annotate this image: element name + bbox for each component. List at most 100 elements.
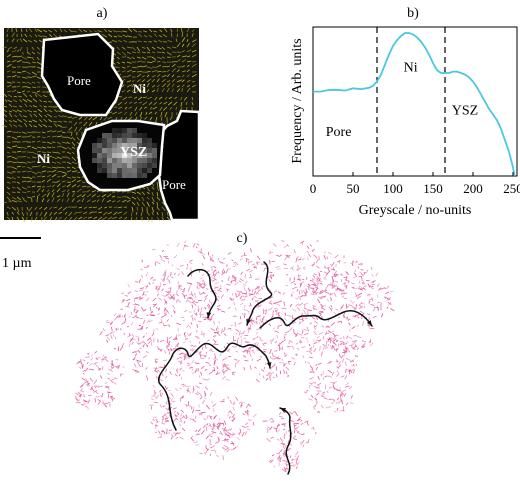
flux-vector: [16, 186, 21, 191]
flux-vector: [301, 320, 305, 322]
flux-vector: [41, 131, 46, 134]
flux-vector: [205, 361, 210, 364]
flux-vector: [191, 304, 194, 309]
flux-vector: [232, 261, 237, 266]
flux-vector: [162, 106, 168, 111]
flux-vector: [201, 253, 206, 257]
flux-vector: [372, 280, 375, 284]
flux-vector: [201, 273, 205, 277]
flux-vector: [51, 189, 55, 193]
ysz-pixel: [147, 148, 152, 153]
flux-vector: [253, 290, 257, 296]
flux-vector: [190, 322, 193, 325]
flux-vector: [184, 309, 188, 313]
flux-vector: [31, 51, 36, 55]
flux-vector: [81, 194, 86, 198]
ysz-pixel: [142, 148, 147, 153]
flux-vector: [66, 188, 70, 193]
flux-vector: [318, 331, 323, 335]
flux-vector: [156, 51, 162, 53]
flux-vector: [166, 82, 171, 88]
flux-vector: [314, 397, 317, 401]
flux-vector: [182, 383, 185, 386]
flux-vector: [156, 87, 159, 93]
flux-vector: [249, 353, 252, 358]
flux-vector: [206, 434, 211, 439]
flux-vector: [296, 455, 300, 460]
flux-vector: [369, 342, 374, 347]
flux-vector: [152, 106, 158, 110]
flux-vector: [109, 331, 113, 335]
flux-vector: [231, 441, 235, 446]
flux-vector: [79, 366, 81, 369]
flux-vector: [263, 366, 266, 370]
flux-vector: [146, 74, 150, 78]
flux-vector: [56, 171, 63, 173]
flux-vector: [344, 279, 350, 282]
flux-vector: [332, 341, 335, 345]
ysz-pixel: [122, 143, 127, 148]
micrograph-label-ni: Ni: [133, 81, 146, 96]
flux-vector: [297, 295, 302, 301]
flux-vector: [122, 366, 125, 368]
flux-vector: [218, 432, 222, 435]
flux-vector: [135, 211, 138, 216]
flux-vector: [327, 298, 329, 302]
flux-vector: [61, 185, 66, 188]
flux-vector: [139, 296, 142, 299]
flux-vector: [36, 155, 41, 158]
flux-vector: [362, 340, 367, 343]
flux-vector: [250, 248, 252, 253]
flux-vector: [204, 355, 207, 358]
flux-vector: [319, 291, 324, 294]
flux-vector: [134, 96, 138, 99]
flux-vector: [253, 295, 258, 299]
flux-vector: [330, 305, 333, 308]
flux-vector: [46, 178, 52, 183]
flux-vector: [270, 339, 272, 344]
flux-vector: [268, 459, 272, 463]
flux-vector: [269, 349, 272, 354]
flux-vector: [299, 283, 302, 288]
flux-vector: [83, 29, 88, 33]
flux-vector: [2, 124, 8, 128]
flux-vector: [316, 239, 319, 243]
flux-vector: [356, 347, 359, 351]
flux-vector: [208, 443, 213, 446]
flux-vector: [110, 396, 114, 401]
ysz-pixel: [122, 128, 127, 133]
flux-vector: [123, 211, 128, 215]
flux-vector: [354, 339, 357, 344]
phase-boundaries: [376, 27, 446, 176]
flux-vector: [272, 273, 275, 277]
flux-vector: [21, 51, 25, 55]
flux-vector: [335, 388, 340, 392]
flux-vector: [302, 309, 307, 315]
flux-vector: [181, 292, 186, 297]
flux-vector: [362, 321, 364, 326]
flux-vector: [118, 39, 123, 43]
flux-vector: [208, 316, 213, 319]
flux-vector: [218, 287, 222, 291]
flux-vector: [27, 39, 33, 43]
flux-vector: [107, 377, 111, 380]
flux-vector: [21, 131, 27, 134]
flux-vector: [51, 197, 55, 203]
flux-vector: [373, 306, 379, 308]
flux-vector: [89, 211, 93, 214]
flux-vector: [41, 146, 47, 149]
flux-vector: [227, 428, 230, 432]
flux-vector: [122, 96, 128, 101]
flux-vector: [91, 190, 96, 193]
flux-vector: [139, 106, 143, 111]
flux-vector: [6, 39, 9, 43]
flux-vector: [7, 94, 13, 98]
flux-vector: [166, 216, 171, 221]
flux-vector: [105, 358, 109, 363]
flux-vector: [96, 357, 101, 359]
flux-vector: [16, 85, 21, 88]
flux-vector: [304, 391, 308, 394]
flux-vector: [161, 429, 166, 434]
flux-vector: [113, 313, 117, 316]
flux-vector: [386, 306, 389, 309]
